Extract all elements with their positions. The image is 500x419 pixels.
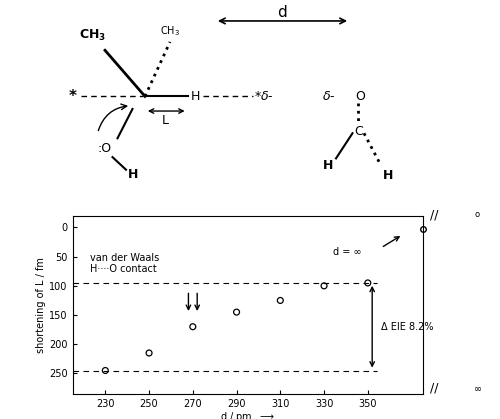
Text: $\infty$: $\infty$ bbox=[473, 383, 482, 393]
Text: //: // bbox=[430, 382, 438, 395]
Point bbox=[276, 297, 284, 304]
Text: $\mathbf{H}$: $\mathbf{H}$ bbox=[127, 168, 138, 181]
Text: $\delta$-: $\delta$- bbox=[322, 90, 336, 103]
Point bbox=[232, 309, 240, 316]
Text: $\mathbf{H}$: $\mathbf{H}$ bbox=[322, 159, 333, 172]
Text: :O: :O bbox=[98, 142, 112, 155]
Text: H: H bbox=[191, 90, 200, 103]
Text: Δ EIE 8.2%: Δ EIE 8.2% bbox=[381, 322, 434, 332]
Text: d = ∞: d = ∞ bbox=[333, 247, 362, 257]
X-axis label: d / pm  $\longrightarrow$: d / pm $\longrightarrow$ bbox=[220, 410, 275, 419]
Text: *$\delta$-: *$\delta$- bbox=[254, 90, 274, 103]
Point bbox=[102, 367, 110, 374]
Text: o: o bbox=[475, 210, 480, 220]
Text: O: O bbox=[355, 90, 365, 103]
Text: H····O contact: H····O contact bbox=[90, 264, 157, 274]
Point bbox=[320, 282, 328, 289]
Text: CH$_3$: CH$_3$ bbox=[160, 25, 180, 38]
Point bbox=[364, 279, 372, 286]
Text: L: L bbox=[162, 114, 168, 127]
Point bbox=[189, 323, 197, 330]
Text: d: d bbox=[278, 5, 287, 20]
Y-axis label: shortening of L / fm: shortening of L / fm bbox=[36, 257, 46, 353]
Text: $\mathbf{CH_3}$: $\mathbf{CH_3}$ bbox=[79, 28, 106, 43]
Text: //: // bbox=[430, 208, 438, 222]
Text: van der Waals: van der Waals bbox=[90, 253, 159, 263]
Text: C: C bbox=[354, 125, 363, 139]
Text: *: * bbox=[68, 89, 76, 104]
Text: $\mathbf{H}$: $\mathbf{H}$ bbox=[382, 168, 393, 182]
Point bbox=[145, 349, 153, 356]
